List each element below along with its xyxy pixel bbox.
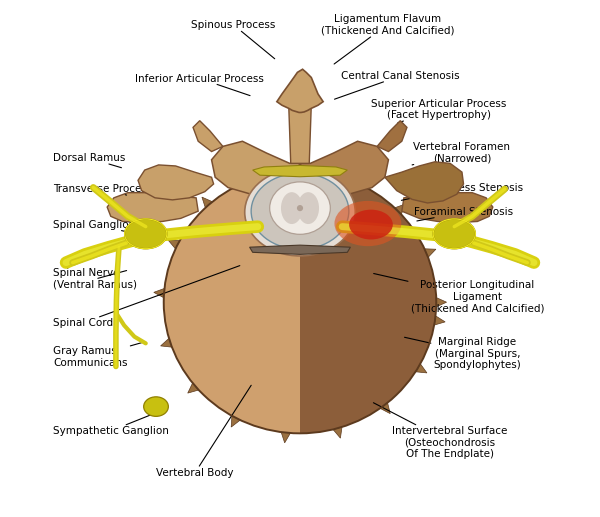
Polygon shape [281,432,290,443]
Ellipse shape [433,219,475,249]
Polygon shape [377,120,407,151]
Polygon shape [231,416,240,427]
Polygon shape [202,197,212,208]
Polygon shape [436,298,446,307]
Text: Dorsal Ramus: Dorsal Ramus [53,153,125,168]
Polygon shape [249,170,258,180]
Text: Central Canal Stenosis: Central Canal Stenosis [335,71,460,99]
Polygon shape [380,403,390,414]
Polygon shape [250,245,350,254]
Text: Vertebral Body: Vertebral Body [156,385,251,478]
Polygon shape [300,141,388,194]
Polygon shape [333,427,342,438]
Polygon shape [402,193,493,222]
Text: Spinal Ganglion: Spinal Ganglion [53,220,142,235]
Text: Ligamentum Flavum
(Thickened And Calcified): Ligamentum Flavum (Thickened And Calcifi… [320,14,454,64]
Polygon shape [434,316,445,325]
Text: Spinal Nerve
(Ventral Ramus): Spinal Nerve (Ventral Ramus) [53,268,137,290]
Polygon shape [300,161,310,171]
Polygon shape [253,165,347,177]
Polygon shape [212,141,300,194]
Polygon shape [277,69,323,113]
Ellipse shape [349,210,393,239]
Polygon shape [425,249,436,257]
Circle shape [297,205,303,211]
Text: Transverse Process: Transverse Process [53,184,152,195]
Text: Gray Ramus
Communicans: Gray Ramus Communicans [53,343,142,368]
Text: Sympathetic Ganglion: Sympathetic Ganglion [53,415,169,436]
Text: Spinal Cord: Spinal Cord [53,266,240,328]
Ellipse shape [125,219,167,249]
Ellipse shape [269,182,331,234]
Ellipse shape [245,169,355,256]
Ellipse shape [334,201,401,246]
Ellipse shape [251,173,349,249]
Text: Marginal Ridge
(Marginal Spurs,
Spondylophytes): Marginal Ridge (Marginal Spurs, Spondylo… [404,337,521,370]
Polygon shape [107,193,198,222]
Polygon shape [164,171,300,433]
Polygon shape [395,204,406,215]
Text: Intervertebral Surface
(Osteochondrosis
Of The Endplate): Intervertebral Surface (Osteochondrosis … [373,403,508,459]
Ellipse shape [298,192,319,224]
Text: Spinous Process: Spinous Process [191,20,275,59]
Text: Superior Articular Process
(Facet Hypertrophy): Superior Articular Process (Facet Hypert… [371,99,506,123]
Polygon shape [351,173,359,184]
Polygon shape [161,338,172,347]
Text: Foraminal Stenosis: Foraminal Stenosis [414,207,513,221]
Polygon shape [193,120,223,151]
Ellipse shape [281,192,302,224]
Polygon shape [138,165,214,200]
Text: Lateral Recess Stenosis: Lateral Recess Stenosis [400,183,524,200]
Polygon shape [289,104,311,163]
Polygon shape [154,288,164,298]
Polygon shape [300,171,436,433]
Polygon shape [416,364,427,373]
Text: Inferior Articular Process: Inferior Articular Process [135,73,264,96]
Polygon shape [168,240,179,249]
Polygon shape [385,162,464,203]
Polygon shape [188,383,199,393]
Text: Vertebral Foramen
(Narrowed): Vertebral Foramen (Narrowed) [412,142,511,165]
Text: Posterior Longitudinal
Ligament
(Thickened And Calcified): Posterior Longitudinal Ligament (Thicken… [374,273,544,314]
Ellipse shape [143,397,169,416]
